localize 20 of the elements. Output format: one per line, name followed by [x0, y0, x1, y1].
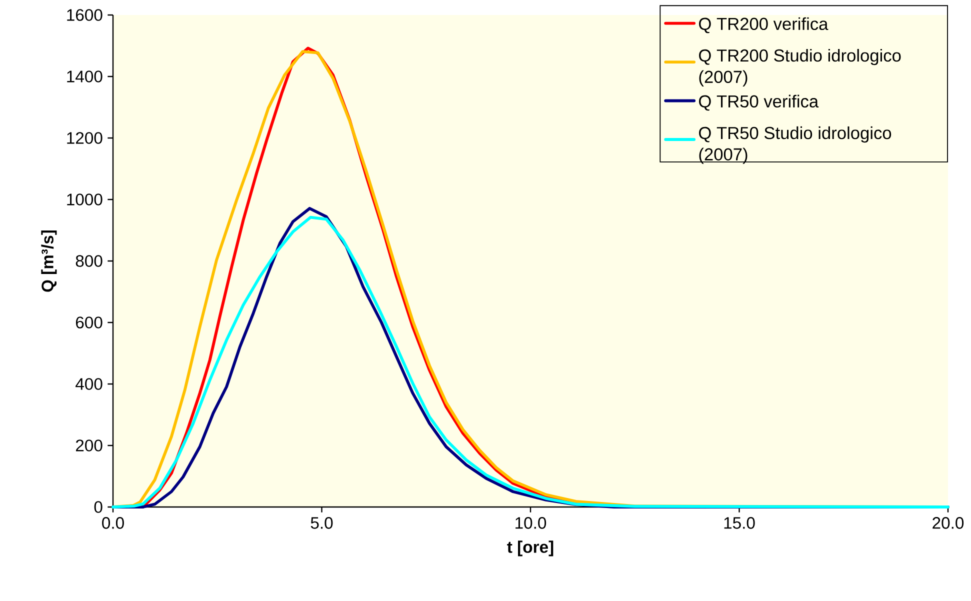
y-axis-title: Q [m³/s] — [41, 230, 57, 292]
y-tick-label: 1600 — [67, 9, 102, 21]
x-tick-label: 15.0 — [724, 517, 755, 529]
y-tick-label: 200 — [76, 440, 102, 452]
x-tick-label: 20.0 — [932, 517, 964, 529]
y-tick-label: 0 — [94, 501, 102, 513]
legend-label: Q TR200 verifica — [699, 17, 828, 34]
y-tick-label: 1000 — [67, 194, 102, 206]
y-tick-label: 1200 — [67, 132, 102, 144]
legend-label: Q TR200 Studio idrologico (2007) — [699, 48, 901, 86]
y-tick-label: 600 — [76, 316, 102, 328]
legend-label: Q TR50 verifica — [699, 94, 819, 111]
x-tick-label: 5.0 — [310, 517, 333, 529]
x-axis-title: t [ore] — [507, 540, 554, 556]
legend-label: Q TR50 Studio idrologico (2007) — [699, 126, 892, 164]
x-tick-label: 10.0 — [516, 517, 546, 529]
y-tick-label: 1400 — [67, 70, 102, 82]
x-tick-label: 0.0 — [102, 517, 124, 529]
y-tick-label: 400 — [76, 378, 102, 390]
y-tick-label: 800 — [76, 255, 102, 267]
